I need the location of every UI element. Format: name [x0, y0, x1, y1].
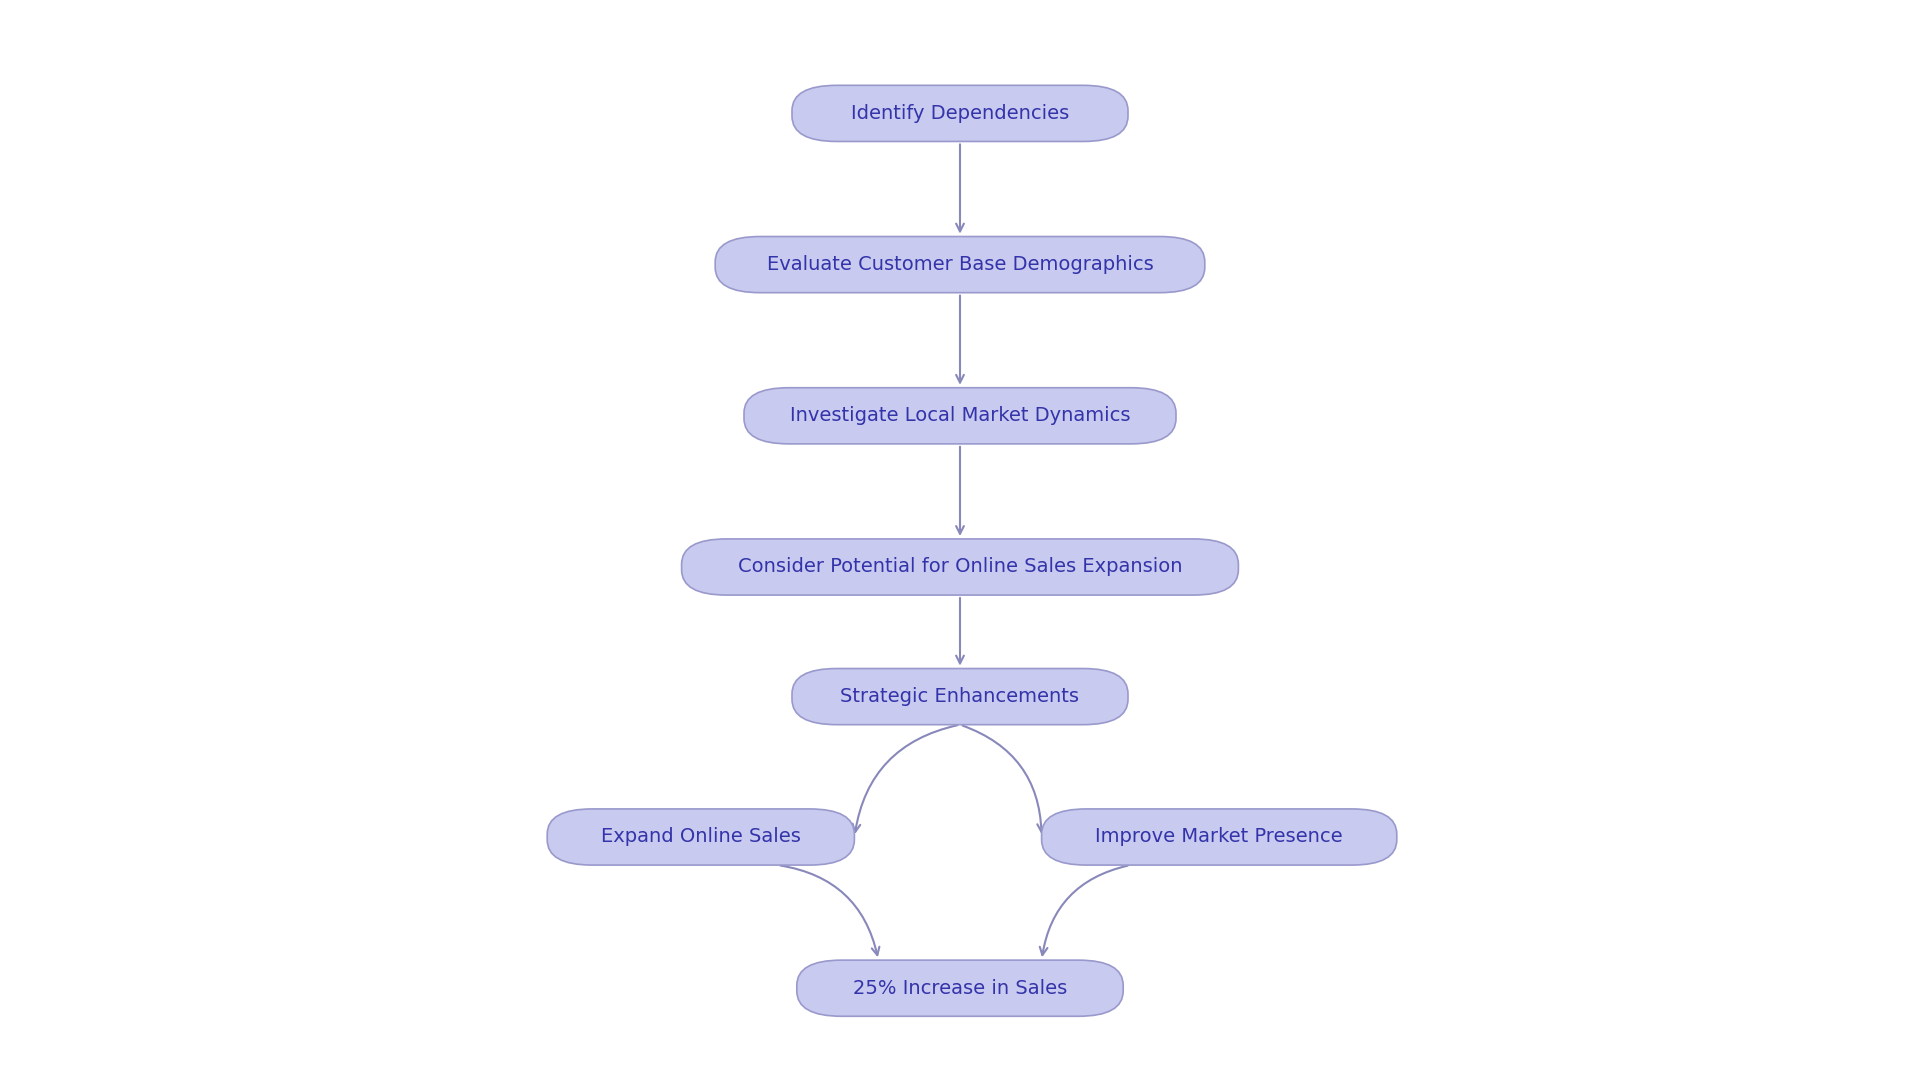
FancyBboxPatch shape	[682, 539, 1238, 595]
Text: Evaluate Customer Base Demographics: Evaluate Customer Base Demographics	[766, 255, 1154, 274]
Text: Improve Market Presence: Improve Market Presence	[1096, 827, 1342, 847]
FancyBboxPatch shape	[791, 85, 1127, 141]
FancyBboxPatch shape	[547, 809, 854, 865]
FancyBboxPatch shape	[1041, 809, 1398, 865]
Text: Identify Dependencies: Identify Dependencies	[851, 104, 1069, 123]
FancyBboxPatch shape	[745, 388, 1175, 444]
Text: Strategic Enhancements: Strategic Enhancements	[841, 687, 1079, 706]
Text: 25% Increase in Sales: 25% Increase in Sales	[852, 978, 1068, 998]
Text: Investigate Local Market Dynamics: Investigate Local Market Dynamics	[789, 406, 1131, 426]
FancyBboxPatch shape	[791, 669, 1127, 725]
FancyBboxPatch shape	[714, 237, 1206, 293]
Text: Expand Online Sales: Expand Online Sales	[601, 827, 801, 847]
Text: Consider Potential for Online Sales Expansion: Consider Potential for Online Sales Expa…	[737, 557, 1183, 577]
FancyBboxPatch shape	[797, 960, 1123, 1016]
